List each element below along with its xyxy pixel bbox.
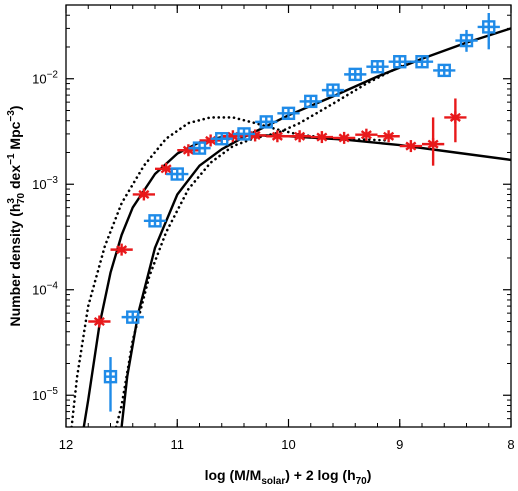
blue-square-point-8 bbox=[255, 115, 278, 129]
y-axis-title: Number density (h370 dex−1 Mpc−3) bbox=[6, 106, 27, 327]
model-curves bbox=[70, 27, 511, 427]
red-asterisk-point-2 bbox=[110, 243, 133, 256]
y-tick-label: 10−3 bbox=[32, 175, 58, 192]
blue-square-point-7 bbox=[232, 127, 256, 141]
asterisk-stroke bbox=[383, 131, 395, 141]
asterisk-stroke bbox=[138, 189, 150, 200]
solid-model-curve-1 bbox=[82, 134, 511, 427]
blue-square-point-12 bbox=[344, 67, 367, 82]
y-tick-label: 10−4 bbox=[32, 281, 58, 298]
blue-square-point-3 bbox=[143, 214, 167, 228]
asterisk-stroke bbox=[360, 130, 372, 140]
red-asterisk-point-14 bbox=[377, 130, 400, 143]
asterisk-stroke bbox=[294, 131, 306, 141]
blue-square-point-14 bbox=[388, 55, 411, 69]
x-tick-label: 12 bbox=[59, 437, 73, 452]
y-tick-label: 10−2 bbox=[32, 70, 58, 87]
red-asterisk-point-17 bbox=[444, 98, 467, 143]
red-asterisk-point-12 bbox=[333, 131, 356, 144]
asterisk-stroke bbox=[93, 316, 105, 327]
blue-square-point-11 bbox=[321, 83, 345, 97]
data-points bbox=[88, 12, 500, 412]
asterisk-stroke bbox=[338, 133, 350, 143]
dotted-model-curve-3 bbox=[70, 116, 390, 427]
solid-model-curve-2 bbox=[120, 27, 511, 427]
blue-square-point-2 bbox=[121, 310, 144, 324]
red-asterisk-point-1 bbox=[88, 315, 111, 328]
y-tick-label: 10−5 bbox=[32, 386, 58, 403]
red-asterisk-point-10 bbox=[288, 130, 311, 143]
x-tick-label: 11 bbox=[171, 437, 185, 452]
asterisk-stroke bbox=[249, 130, 261, 141]
blue-square-point-6 bbox=[210, 132, 233, 146]
blue-square-point-1 bbox=[103, 357, 118, 412]
blue-square-point-9 bbox=[277, 106, 300, 121]
plot-frame bbox=[65, 4, 512, 428]
asterisk-stroke bbox=[271, 131, 283, 141]
asterisk-stroke bbox=[116, 245, 128, 255]
red-asterisk-point-15 bbox=[399, 140, 422, 153]
blue-square-point-10 bbox=[299, 94, 322, 109]
x-axis-title: log (M/Msolar) + 2 log (h70) bbox=[205, 467, 372, 487]
blue-square-point-13 bbox=[366, 60, 389, 74]
red-asterisk-point-16 bbox=[422, 117, 445, 166]
red-asterisk-point-13 bbox=[355, 128, 378, 141]
blue-square-point-15 bbox=[410, 55, 434, 69]
asterisk-stroke bbox=[316, 132, 328, 142]
x-tick-label: 10 bbox=[281, 437, 295, 452]
x-tick-label: 8 bbox=[507, 437, 514, 452]
blue-square-point-18 bbox=[477, 12, 500, 50]
x-tick-label: 9 bbox=[396, 437, 403, 452]
dotted-model-curve-4 bbox=[114, 60, 413, 427]
asterisk-stroke bbox=[160, 164, 172, 174]
axes: 12 11 10 9 8 10−5 10−4 10−3 10−2 bbox=[32, 4, 515, 452]
red-asterisk-point-3 bbox=[132, 188, 155, 201]
blue-square-point-5 bbox=[188, 141, 211, 155]
blue-square-point-16 bbox=[433, 63, 456, 78]
asterisk-stroke bbox=[427, 139, 439, 149]
red-asterisk-point-11 bbox=[310, 131, 333, 144]
blue-square-point-4 bbox=[166, 167, 189, 181]
asterisk-stroke bbox=[405, 141, 417, 151]
asterisk-stroke bbox=[449, 112, 461, 122]
red-asterisk-point-9 bbox=[266, 130, 289, 143]
blue-square-point-17 bbox=[455, 29, 478, 52]
